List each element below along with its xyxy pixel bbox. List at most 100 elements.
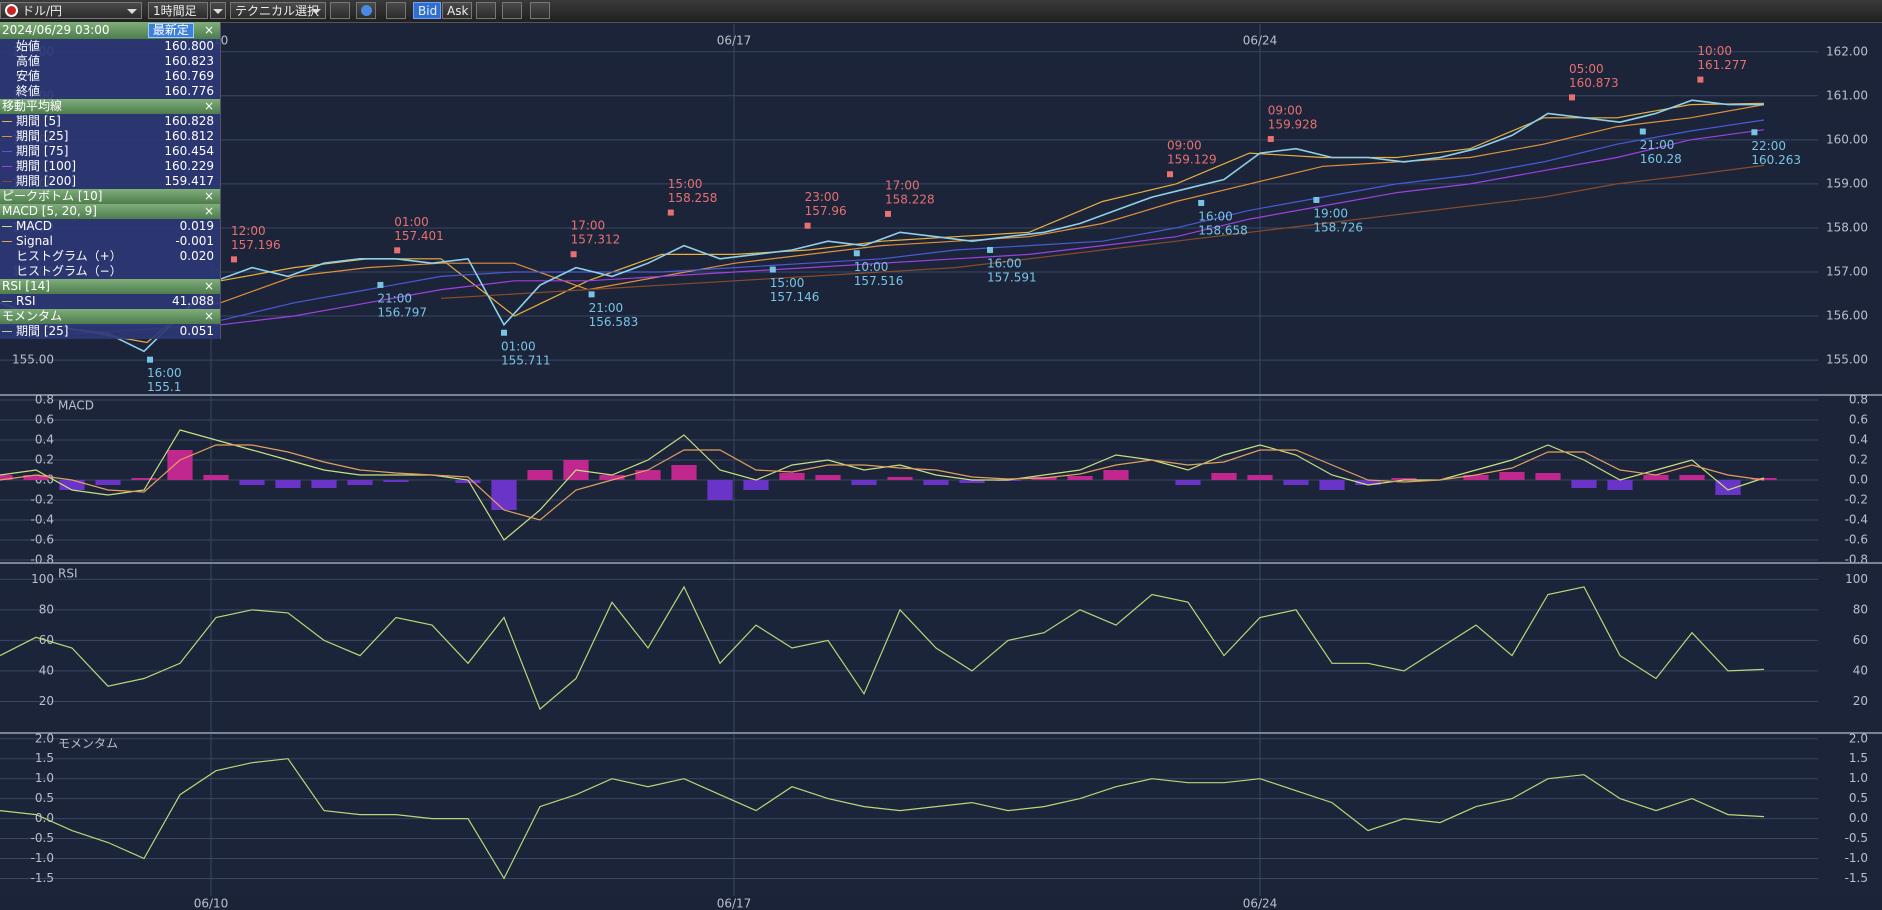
bottom-marker [1313, 197, 1319, 203]
y-tick-label: 80 [1853, 602, 1868, 616]
bottom-time: 16:00 [1198, 209, 1233, 223]
bottom-marker [770, 267, 776, 273]
timeframe-select[interactable]: 1時間足 [148, 2, 208, 19]
indicator-button[interactable] [476, 2, 496, 19]
y-tick-label: 100 [1845, 572, 1868, 586]
histogram-bar [1499, 472, 1524, 480]
info-row: Signal-0.001 [0, 234, 220, 249]
zoom-out-button[interactable] [502, 2, 522, 19]
y-tick-label: -1.0 [1845, 851, 1868, 865]
histogram-bar [131, 478, 156, 480]
pair-select[interactable]: ドル/円 [0, 2, 142, 19]
chart-type-button[interactable] [386, 2, 406, 19]
peak-value: 157.312 [571, 233, 621, 247]
histogram-bar [1571, 480, 1596, 488]
legend-dash [2, 241, 12, 242]
flag-icon [5, 4, 18, 17]
dropdown-arrow [213, 9, 223, 19]
close-button[interactable]: × [204, 189, 214, 204]
row-value: 160.800 [164, 39, 214, 54]
bottom-marker [147, 357, 153, 363]
close-button[interactable]: × [204, 309, 214, 324]
peak-value: 160.873 [1569, 76, 1619, 90]
panel-background [0, 564, 1882, 732]
peak-time: 23:00 [805, 190, 840, 204]
row-value: 160.812 [164, 129, 214, 144]
bottom-time: 19:00 [1313, 206, 1348, 220]
y-tick-label: 155.00 [1826, 353, 1868, 367]
y-tick-label: -0.5 [1845, 831, 1868, 845]
close-button[interactable]: × [204, 204, 214, 219]
histogram-bar [1283, 480, 1308, 485]
row-value: 160.823 [164, 54, 214, 69]
close-button[interactable]: × [204, 279, 214, 294]
bottom-marker [1640, 129, 1646, 135]
row-label: 始値 [16, 39, 40, 54]
draw-tool-button[interactable] [330, 2, 350, 19]
y-tick-label: 0.8 [35, 393, 54, 407]
section-title: ピークボトム [10] [2, 189, 102, 204]
histogram-bar [1247, 475, 1272, 480]
info-row: 高値 160.823 [0, 54, 220, 69]
zoom-in-button[interactable] [530, 2, 550, 19]
info-button[interactable] [356, 2, 376, 19]
panel-title: モメンタム [58, 737, 118, 751]
row-label: 期間 [200] [16, 174, 76, 189]
info-row: 期間 [100]160.229 [0, 159, 220, 174]
section-title: 移動平均線 [2, 99, 62, 114]
info-row: 期間 [5]160.828 [0, 114, 220, 129]
peak-time: 09:00 [1268, 104, 1303, 118]
legend-dash [2, 166, 12, 167]
histogram-bar [1535, 473, 1560, 480]
ask-button[interactable]: Ask [442, 2, 472, 19]
row-value: 0.020 [180, 249, 214, 264]
y-tick-label: -0.6 [1845, 533, 1868, 547]
technical-select[interactable]: テクニカル選択 [230, 2, 326, 19]
histogram-bar [1175, 480, 1200, 485]
histogram-bar [239, 480, 264, 485]
histogram-bar [95, 480, 120, 485]
y-tick-label: 0.4 [1849, 433, 1868, 447]
close-button[interactable]: × [204, 22, 214, 39]
row-label: 高値 [16, 54, 40, 69]
latest-button[interactable]: 最新定 [148, 23, 194, 38]
dropdown-arrow [127, 9, 137, 19]
peak-marker [885, 211, 891, 217]
info-row: 期間 [200]159.417 [0, 174, 220, 189]
row-label: RSI [16, 294, 36, 309]
x-tick-label: 06/17 [717, 34, 752, 48]
y-tick-label: 40 [1853, 663, 1868, 677]
info-panel: 2024/06/29 03:00最新定×始値160.800高値160.823安値… [0, 22, 221, 339]
close-button[interactable]: × [204, 99, 214, 114]
bottom-value: 157.516 [854, 274, 904, 288]
panel: 0.80.80.60.60.40.40.20.20.00.0-0.2-0.2-0… [0, 393, 1882, 567]
panel-title: MACD [58, 399, 94, 413]
row-label: ヒストグラム（−） [16, 264, 122, 279]
info-row: ヒストグラム（−） [0, 264, 220, 279]
histogram-bar [707, 480, 732, 500]
y-tick-label: 1.5 [1849, 751, 1868, 765]
histogram-bar [527, 470, 552, 480]
peak-time: 17:00 [885, 178, 920, 192]
bottom-marker [1751, 129, 1757, 135]
timeframe-dropdown[interactable] [210, 2, 226, 19]
legend-dash [2, 181, 12, 182]
row-value: -0.001 [175, 234, 214, 249]
y-tick-label: -1.0 [31, 851, 54, 865]
y-tick-label: 156.00 [1826, 309, 1868, 323]
legend-dash [2, 151, 12, 152]
row-value: 160.769 [164, 69, 214, 84]
peak-time: 10:00 [1697, 44, 1732, 58]
bottom-time: 22:00 [1751, 139, 1786, 153]
y-tick-label: 162.00 [1826, 44, 1868, 58]
y-tick-label: 161.00 [1826, 88, 1868, 102]
info-header: 2024/06/29 03:00 最新定 × [0, 22, 220, 39]
datetime: 2024/06/29 03:00 [2, 22, 110, 39]
histogram-bar [1319, 480, 1344, 490]
y-tick-label: 1.0 [1849, 771, 1868, 785]
peak-time: 17:00 [571, 219, 606, 233]
bid-button[interactable]: Bid [413, 2, 441, 19]
histogram-bar [311, 480, 336, 488]
bottom-time: 16:00 [987, 256, 1022, 270]
panel-background [0, 396, 1882, 562]
